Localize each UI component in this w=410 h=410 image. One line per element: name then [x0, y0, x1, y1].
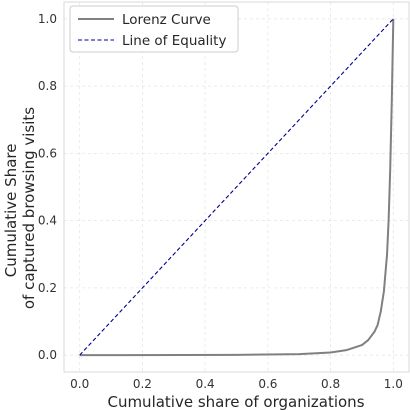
y-axis-label: Cumulative Share of captured browsing vi… [2, 107, 38, 309]
tick-labels: 0.0 0.2 0.4 0.6 0.8 1.0 0.0 0.2 0.4 0.6 0.8 1.0 [38, 12, 403, 391]
equality-line [79, 18, 394, 356]
plot-border [63, 1, 410, 373]
plot-frame [63, 1, 410, 373]
x-tick-label: 0.2 [133, 377, 152, 391]
legend-label: Lorenz Curve [122, 12, 211, 28]
x-tick-label: 0.0 [70, 377, 89, 391]
x-tick-label: 0.8 [321, 377, 340, 391]
legend-label: Line of Equality [122, 33, 226, 49]
lorenz-curve-line [79, 18, 395, 357]
legend: Lorenz Curve Line of Equality [69, 5, 239, 53]
y-tick-label: 0.0 [38, 348, 57, 362]
y-tick-label: 0.4 [38, 214, 57, 228]
x-axis-label: Cumulative share of organizations [107, 393, 364, 410]
y-axis-label-line-2: of captured browsing visits [20, 107, 38, 309]
x-tick-label: 1.0 [384, 377, 403, 391]
series-lines [79, 18, 395, 357]
x-tick-label: 0.6 [258, 377, 277, 391]
x-tick-label: 0.4 [196, 377, 215, 391]
y-axis-label-line-1: Cumulative Share [2, 144, 20, 278]
y-tick-label: 0.8 [38, 79, 57, 93]
y-tick-label: 0.2 [38, 281, 57, 295]
y-tick-label: 0.6 [38, 146, 57, 160]
y-tick-label: 1.0 [38, 12, 57, 26]
